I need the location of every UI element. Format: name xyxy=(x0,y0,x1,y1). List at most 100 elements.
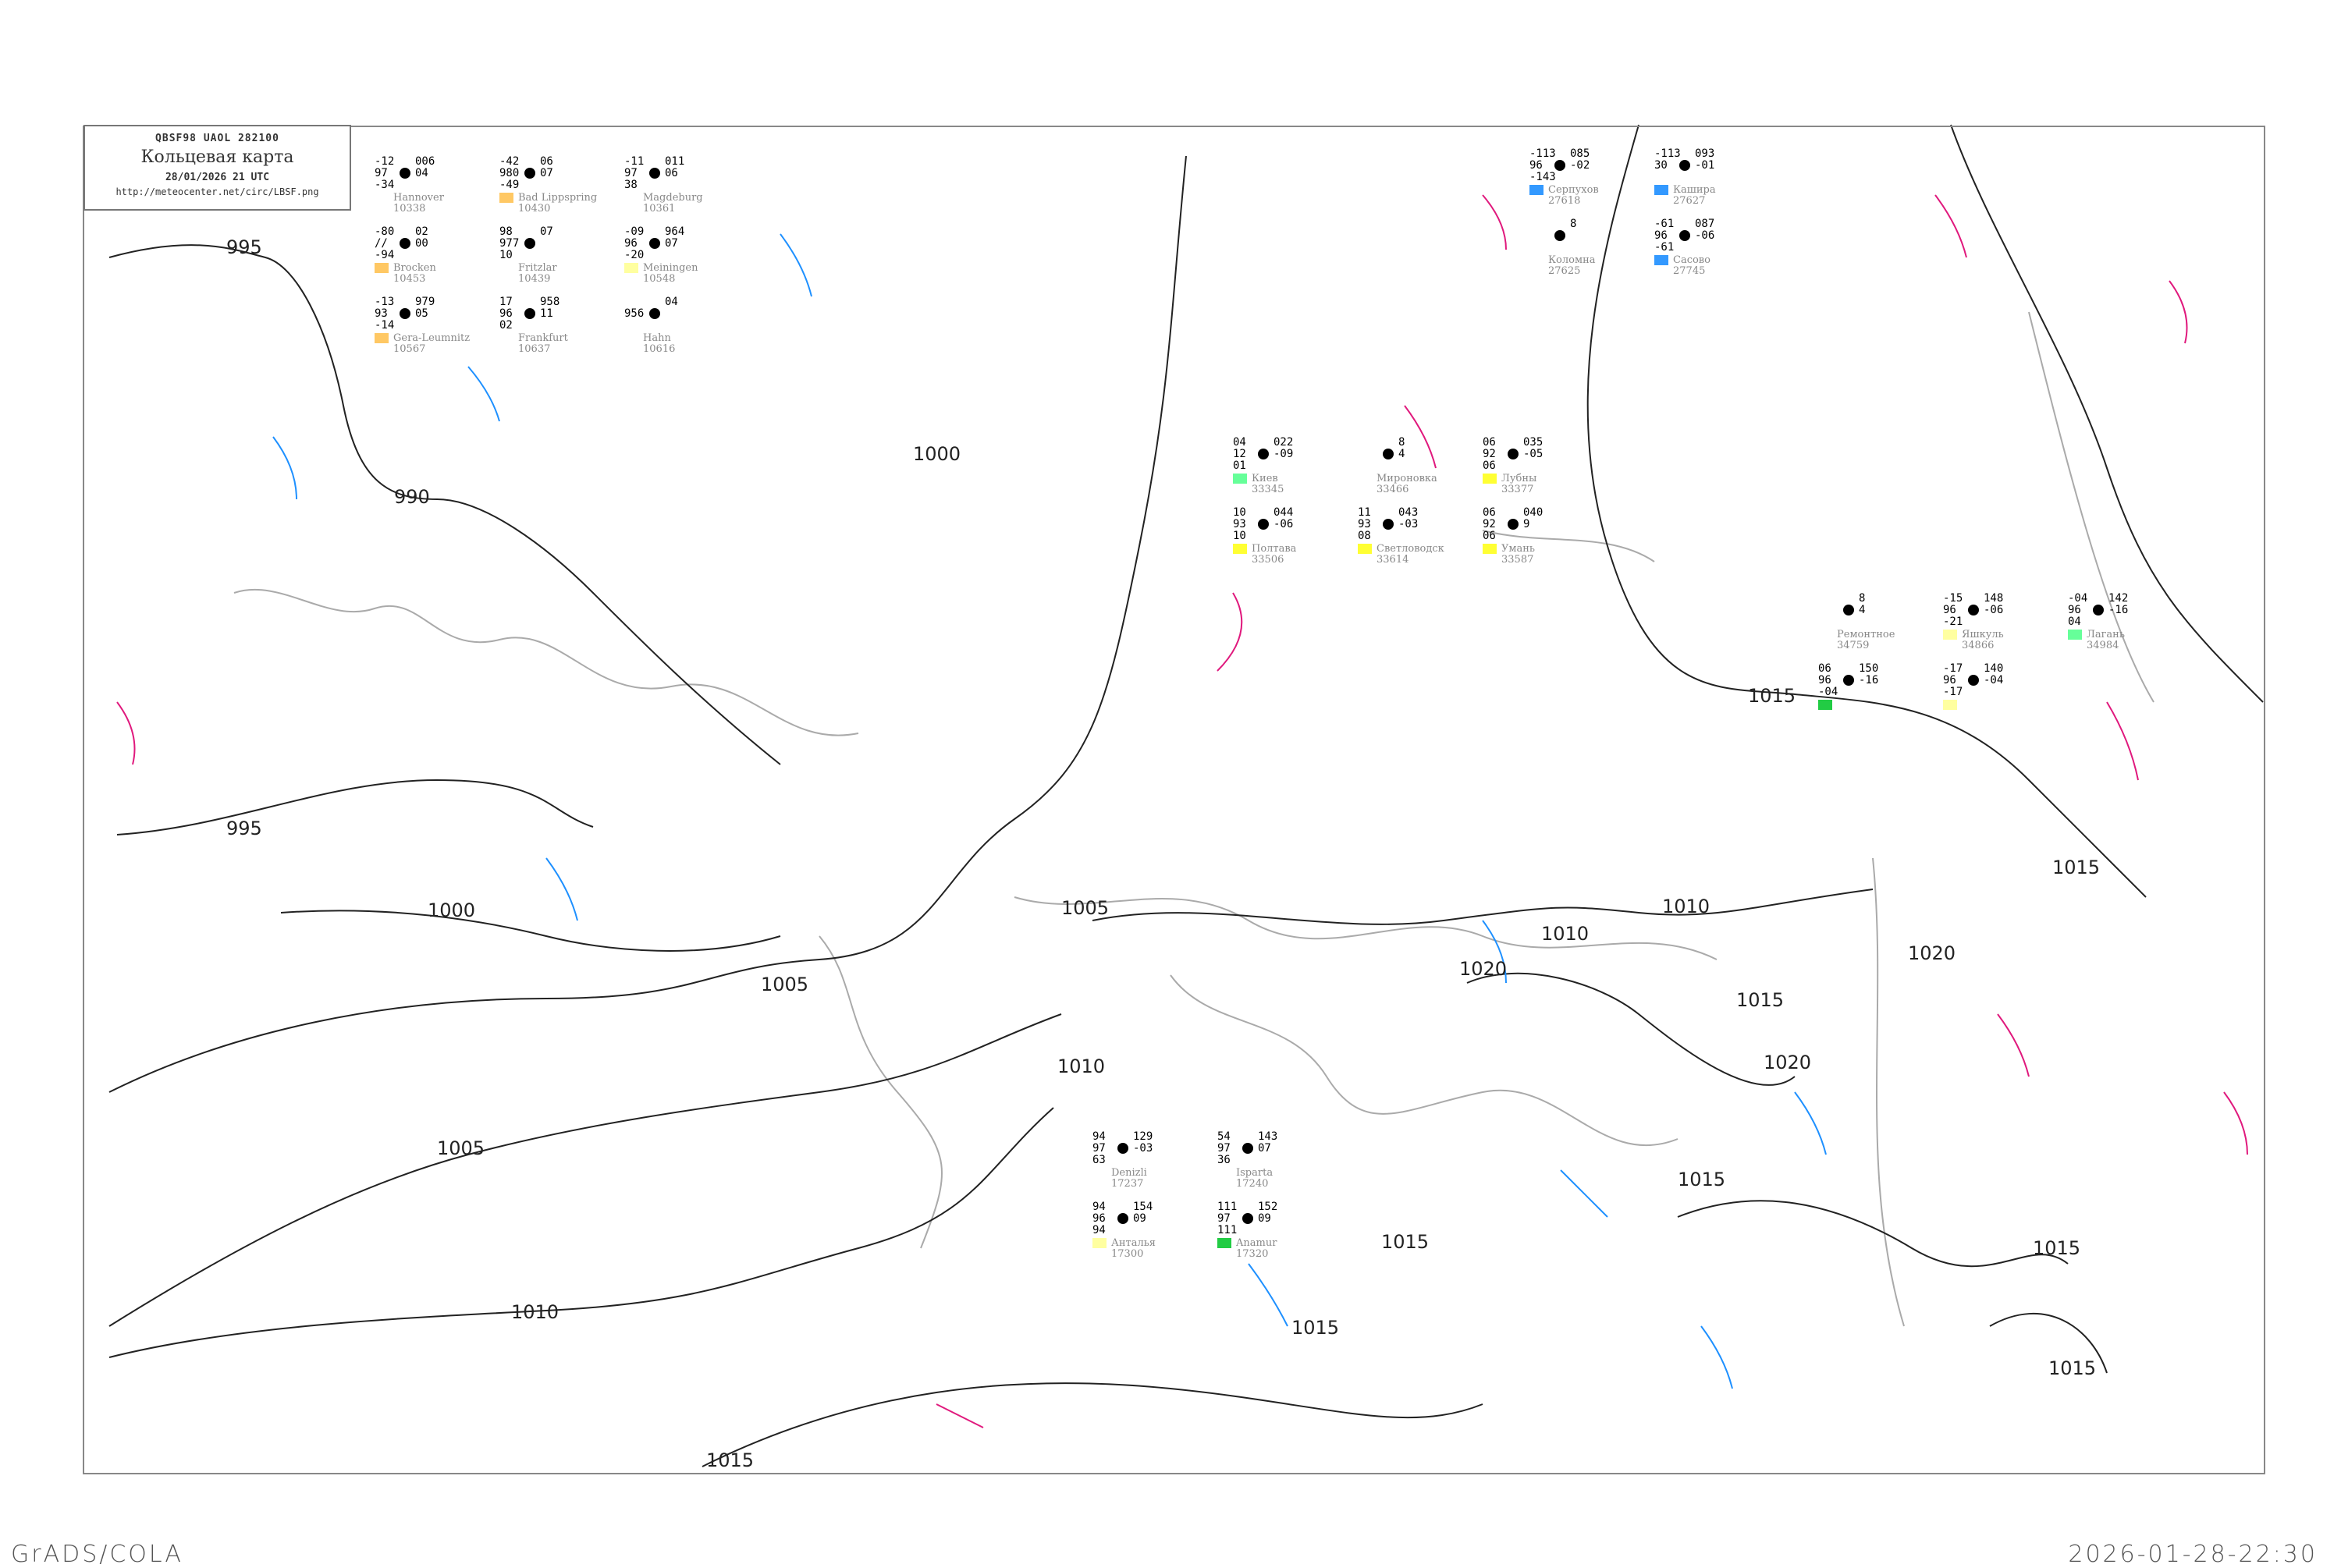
station-id: 17237 xyxy=(1111,1178,1144,1190)
station-dewpoint: -61 xyxy=(1654,241,1675,254)
isobar-label: 990 xyxy=(394,486,430,508)
isotherm-line xyxy=(1482,920,1507,984)
cloud-cover-icon xyxy=(1258,449,1269,459)
station-visibility: 93 xyxy=(1233,518,1246,530)
station-pressure: 093 xyxy=(1695,147,1715,160)
cloud-cover-icon xyxy=(1679,230,1690,241)
station-name-text: Сасово xyxy=(1673,254,1710,266)
cloud-cover-icon xyxy=(400,168,410,179)
station-model: -113 96 -143 085 -02 Серпухов 27618 xyxy=(1529,148,1639,209)
isobar-line xyxy=(108,1013,1062,1327)
station-pressure: 06 xyxy=(540,155,553,168)
station-temp: 10 xyxy=(1233,506,1246,519)
isotherm-line xyxy=(1482,194,1507,250)
station-visibility: 97 xyxy=(1092,1142,1106,1155)
station-dewpoint: 63 xyxy=(1092,1154,1106,1166)
station-pressure: 085 xyxy=(1570,147,1590,160)
station-visibility: 93 xyxy=(1358,518,1371,530)
cloud-cover-icon xyxy=(1383,449,1394,459)
station-visibility: 93 xyxy=(375,307,388,320)
station-model: -113 30 093 -01 Кашира 27627 xyxy=(1654,148,1764,209)
isotherm-line xyxy=(936,1403,984,1428)
weather-color-square xyxy=(624,263,638,273)
station-model: -12 97 -34 006 04 Hannover 10338 xyxy=(375,156,484,217)
station-tendency: 07 xyxy=(1258,1142,1271,1155)
station-temp: 94 xyxy=(1092,1130,1106,1143)
isobar-line xyxy=(116,779,594,835)
station-temp: -13 xyxy=(375,296,395,308)
isobar-label: 995 xyxy=(226,818,262,839)
station-pressure: 02 xyxy=(415,225,428,238)
station-dewpoint: 06 xyxy=(1483,459,1496,472)
station-id: 27627 xyxy=(1673,195,1706,207)
station-name-text: Полтава xyxy=(1252,543,1297,555)
station-visibility: 97 xyxy=(1217,1212,1231,1225)
station-dewpoint: 02 xyxy=(499,319,513,332)
station-visibility: 96 xyxy=(499,307,513,320)
isotherm-line xyxy=(1997,1013,2030,1077)
station-tendency: -02 xyxy=(1570,159,1590,172)
station-temp: 06 xyxy=(1483,506,1496,519)
station-name: Ремонтное 34759 xyxy=(1837,630,1895,651)
station-name: Яшкуль 34866 xyxy=(1962,630,2004,651)
station-pressure: 8 xyxy=(1570,218,1577,230)
station-name: Bad Lippspring 10430 xyxy=(518,193,597,215)
station-pressure: 07 xyxy=(540,225,553,238)
station-name-text: Magdeburg xyxy=(643,192,703,204)
station-tendency: 05 xyxy=(415,307,428,320)
station-id: 10548 xyxy=(643,273,676,285)
station-id: 10637 xyxy=(518,343,551,355)
weather-color-square xyxy=(1654,255,1668,265)
station-pressure: 964 xyxy=(665,225,685,238)
station-visibility: 977 xyxy=(499,237,520,250)
station-pressure: 129 xyxy=(1133,1130,1153,1143)
station-name: Анталья 17300 xyxy=(1111,1238,1156,1260)
station-id: 10567 xyxy=(393,343,426,355)
isotherm-line xyxy=(2106,701,2139,781)
isobar-label: 1010 xyxy=(1541,923,1589,945)
cloud-cover-icon xyxy=(1968,675,1979,686)
station-pressure: 152 xyxy=(1258,1201,1278,1213)
station-model: -13 93 -14 979 05 Gera-Leumnitz 10567 xyxy=(375,296,484,357)
isobar-label: 1015 xyxy=(1381,1231,1429,1253)
station-name: Hahn 10616 xyxy=(643,333,675,355)
station-tendency: 07 xyxy=(665,237,678,250)
isotherm-line xyxy=(780,233,812,297)
station-dewpoint: -143 xyxy=(1529,171,1556,183)
station-name-text: Коломна xyxy=(1548,254,1596,266)
station-visibility: 96 xyxy=(1529,159,1543,172)
footer-grads: GrADS/COLA xyxy=(11,1541,183,1568)
weather-color-square xyxy=(2068,630,2082,640)
station-name: Brocken 10453 xyxy=(393,263,436,285)
station-id: 27618 xyxy=(1548,195,1581,207)
isobar-label: 1015 xyxy=(1291,1317,1339,1339)
station-name-text: Isparta xyxy=(1236,1167,1274,1179)
station-name-text: Denizli xyxy=(1111,1167,1147,1179)
station-tendency: 11 xyxy=(540,307,553,320)
station-name: Кашира 27627 xyxy=(1673,185,1716,207)
station-dewpoint: 06 xyxy=(1483,530,1496,542)
cloud-cover-icon xyxy=(524,308,535,319)
cloud-cover-icon xyxy=(1508,519,1519,530)
station-model: 06 92 06 035 -05 Лубны 33377 xyxy=(1483,437,1592,498)
station-model: 11 93 08 043 -03 Светловодск 33614 xyxy=(1358,507,1467,568)
station-pressure: 140 xyxy=(1984,662,2004,675)
station-name-text: Мироновка xyxy=(1377,473,1437,484)
cloud-cover-icon xyxy=(649,308,660,319)
station-tendency: -06 xyxy=(1274,518,1294,530)
weather-color-square xyxy=(1943,700,1957,710)
weather-color-square xyxy=(375,263,389,273)
station-id: 10439 xyxy=(518,273,551,285)
station-model: -42 980 -49 06 07 Bad Lippspring 10430 xyxy=(499,156,609,217)
station-name-text: Яшкуль xyxy=(1962,629,2004,640)
station-name-text: Fritzlar xyxy=(518,262,557,274)
station-dewpoint: -94 xyxy=(375,249,395,261)
station-dewpoint: -17 xyxy=(1943,686,1963,698)
station-name: Полтава 33506 xyxy=(1252,544,1296,566)
station-name: Лагань 34984 xyxy=(2087,630,2125,651)
station-model: -09 96 -20 964 07 Meiningen 10548 xyxy=(624,226,734,287)
station-name-text: Анталья xyxy=(1111,1237,1156,1249)
station-temp: 98 xyxy=(499,225,513,238)
weather-color-square xyxy=(1358,544,1372,554)
station-dewpoint: 04 xyxy=(2068,615,2081,628)
